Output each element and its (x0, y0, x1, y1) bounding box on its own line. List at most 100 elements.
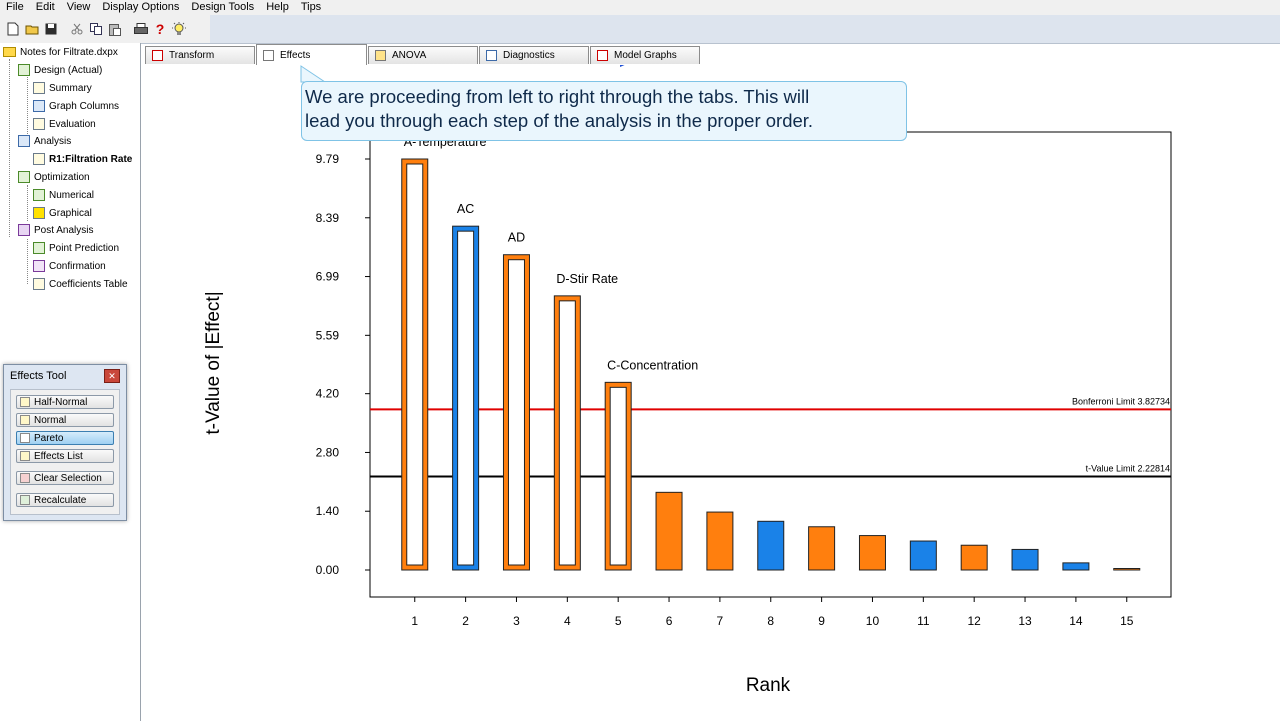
tree-root[interactable]: Notes for Filtrate.dxpx (3, 44, 118, 60)
tree-item-optimization[interactable]: Optimization (18, 169, 90, 185)
recalculate-icon (20, 495, 30, 505)
half-normal-button[interactable]: Half-Normal (16, 395, 114, 409)
paste-icon[interactable] (106, 20, 124, 38)
tree-item-summary[interactable]: Summary (33, 80, 92, 96)
callout-line-1: We are proceeding from left to right thr… (305, 86, 810, 107)
tree-item-label: Graphical (49, 207, 92, 219)
bar (1011, 548, 1039, 571)
tree-item-graphical[interactable]: Graphical (33, 205, 92, 221)
menu-help[interactable]: Help (266, 1, 289, 13)
tree-root-label: Notes for Filtrate.dxpx (20, 46, 118, 58)
tree-item-label: Evaluation (49, 118, 96, 130)
arrow-head (620, 65, 625, 67)
y-tick-label: 0.00 (316, 563, 340, 577)
tree-item-label: Numerical (49, 189, 95, 201)
open-folder-icon[interactable] (23, 20, 41, 38)
eraser-icon (20, 473, 30, 483)
effects-tool-body: Half-Normal Normal Pareto Effects List C… (10, 389, 120, 515)
tree-item-label: Optimization (34, 171, 90, 183)
bar (808, 526, 836, 571)
menu-bar: File Edit View Display Options Design To… (0, 0, 1280, 15)
x-tick-label: 13 (1018, 614, 1032, 628)
tree-item-analysis[interactable]: Analysis (18, 133, 71, 149)
tree-item-confirmation[interactable]: Confirmation (33, 258, 106, 274)
tree-item-response[interactable]: R1:Filtration Rate (33, 151, 132, 167)
summary-icon (33, 82, 45, 94)
y-tick-label: 6.99 (316, 270, 340, 284)
menu-design-tools[interactable]: Design Tools (191, 1, 255, 13)
x-tick-label: 2 (462, 614, 469, 628)
callout-line-2: lead you through each step of the analys… (305, 110, 814, 131)
bar-selection-mark (609, 386, 627, 566)
effects-tool-titlebar[interactable]: Effects Tool ✕ (4, 365, 126, 387)
normal-button[interactable]: Normal (16, 413, 114, 427)
pareto-chart: 0.00 1.40 2.80 4.20 5.59 6.99 8.39 9.79 Bonferro… (203, 65, 1172, 696)
close-icon[interactable]: ✕ (104, 369, 120, 383)
tab-model-graphs[interactable]: Model Graphs (590, 46, 700, 64)
print-icon[interactable] (132, 20, 150, 38)
menu-file[interactable]: File (6, 1, 24, 13)
menu-tips[interactable]: Tips (300, 1, 322, 13)
coefficients-table-icon (33, 278, 45, 290)
magnifier-icon (33, 118, 45, 130)
graph-columns-icon (33, 100, 45, 112)
tab-label: Transform (169, 50, 215, 61)
new-file-icon[interactable] (4, 20, 22, 38)
x-tick-label: 12 (968, 614, 982, 628)
anova-icon (375, 50, 386, 61)
tab-anova[interactable]: ANOVA (368, 46, 478, 64)
tree-item-graph-columns[interactable]: Graph Columns (33, 98, 119, 114)
x-tick-label: 3 (513, 614, 520, 628)
toolbar-separator (61, 20, 67, 38)
bar (706, 511, 734, 571)
menu-edit[interactable]: Edit (35, 1, 55, 13)
tab-transform[interactable]: Transform (145, 46, 255, 64)
bar-label: AD (508, 231, 525, 245)
y-tick-label: 2.80 (316, 445, 340, 459)
x-tick-label: 9 (818, 614, 825, 628)
tab-diagnostics[interactable]: Diagnostics (479, 46, 589, 64)
transform-icon (152, 50, 163, 61)
cut-icon[interactable] (68, 20, 86, 38)
tab-label: Diagnostics (503, 50, 555, 61)
menu-view[interactable]: View (66, 1, 91, 13)
numerical-icon (33, 189, 45, 201)
x-tick-label: 8 (767, 614, 774, 628)
toolbar-buttons: ? (0, 15, 210, 43)
menu-display-options[interactable]: Display Options (102, 1, 180, 13)
tree-item-label: Graph Columns (49, 100, 120, 112)
help-icon[interactable]: ? (155, 21, 165, 37)
t-value-limit-label: t-Value Limit 2.22814 (1086, 463, 1170, 473)
bar-selection-mark (558, 300, 576, 566)
tree-item-evaluation[interactable]: Evaluation (33, 116, 96, 132)
recalculate-button[interactable]: Recalculate (16, 493, 114, 507)
clear-selection-button[interactable]: Clear Selection (16, 471, 114, 485)
bar (1113, 568, 1141, 571)
effects-tool-title: Effects Tool (10, 370, 67, 382)
tab-effects[interactable]: Effects (256, 44, 367, 65)
save-icon[interactable] (42, 20, 60, 38)
tree-item-coefficients-table[interactable]: Coefficients Table (33, 276, 128, 292)
button-label: Half-Normal (34, 396, 88, 408)
y-tick-label: 4.20 (316, 387, 340, 401)
pareto-button[interactable]: Pareto (16, 431, 114, 445)
copy-icon[interactable] (87, 20, 105, 38)
y-tick-label: 9.79 (316, 152, 340, 166)
x-tick-label: 5 (615, 614, 622, 628)
bar-label: D-Stir Rate (556, 272, 618, 286)
tree-item-point-prediction[interactable]: Point Prediction (33, 240, 119, 256)
effects-list-button[interactable]: Effects List (16, 449, 114, 463)
graphical-icon (33, 207, 45, 219)
button-label: Clear Selection (34, 472, 102, 484)
pareto-icon (20, 433, 30, 443)
tree-item-design[interactable]: Design (Actual) (18, 62, 102, 78)
tab-label: Effects (280, 49, 311, 61)
x-tick-label: 10 (866, 614, 880, 628)
tip-bulb-icon[interactable] (170, 20, 188, 38)
y-axis-label: t-Value of |Effect| (203, 291, 224, 434)
x-tick-label: 11 (917, 614, 930, 628)
tree-item-post-analysis[interactable]: Post Analysis (18, 222, 93, 238)
analysis-icon (18, 135, 30, 147)
tree-item-numerical[interactable]: Numerical (33, 187, 94, 203)
bar (655, 491, 683, 571)
